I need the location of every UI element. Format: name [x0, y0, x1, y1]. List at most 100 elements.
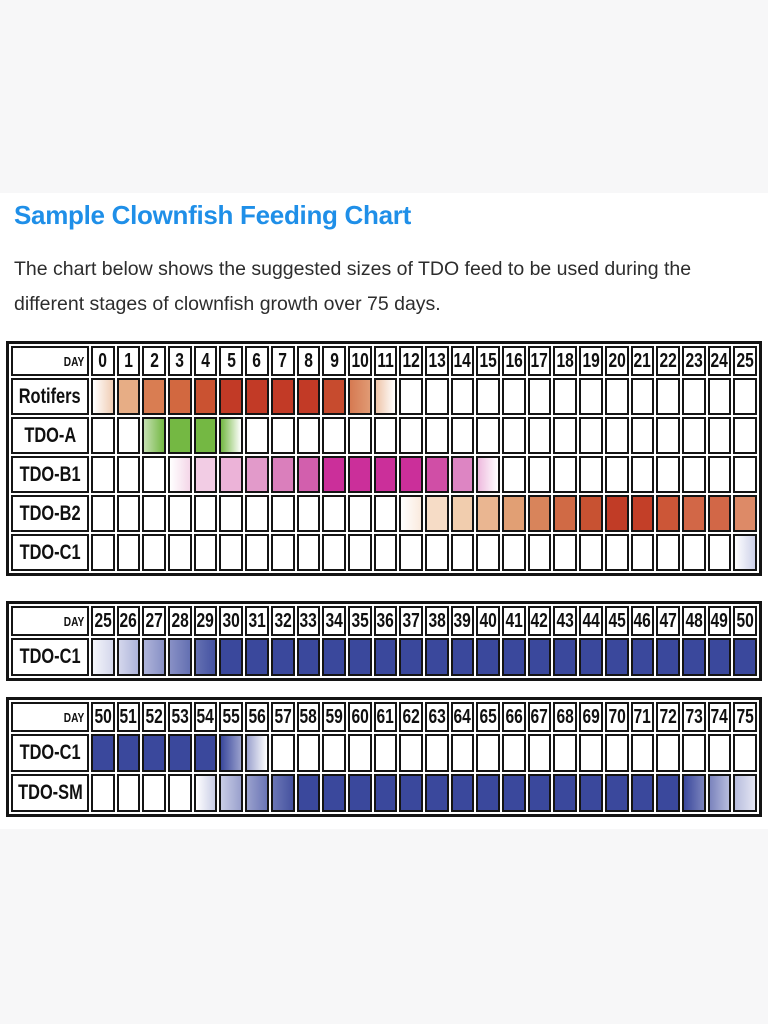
feed-cell: [681, 638, 706, 676]
feed-cell: [142, 378, 167, 415]
feed-cell: [270, 638, 295, 676]
feed-cell: [630, 456, 655, 493]
feed-cell: [681, 734, 706, 772]
day-header-cell: 59: [322, 702, 346, 732]
feed-cell: [733, 417, 757, 454]
feed-cell: [270, 734, 295, 772]
feed-cell: [296, 417, 321, 454]
feed-cell: [142, 456, 167, 493]
feed-cell: [91, 734, 115, 772]
day-header-cell: 50: [91, 702, 115, 732]
feed-cell: [142, 417, 167, 454]
feed-cell: [707, 378, 732, 415]
feed-cell: [91, 378, 115, 415]
feed-cell: [91, 534, 115, 571]
feed-cell: [707, 534, 732, 571]
feed-cell: [425, 417, 449, 454]
feed-cell: [553, 417, 578, 454]
day-header-cell: 15: [476, 346, 501, 376]
feed-cell: [630, 638, 655, 676]
feed-cell: [245, 456, 269, 493]
day-header-cell: 12: [399, 346, 423, 376]
feed-cell: [219, 534, 244, 571]
feed-cell: [142, 638, 167, 676]
feed-cell: [707, 638, 732, 676]
feed-cell: [604, 638, 629, 676]
day-header-cell: 42: [527, 606, 552, 636]
feed-cell: [399, 378, 423, 415]
feed-cell: [219, 417, 244, 454]
day-header-cell: 48: [681, 606, 706, 636]
day-header-cell: 40: [476, 606, 501, 636]
feed-cell: [245, 534, 269, 571]
feed-cell: [193, 638, 218, 676]
feed-cell: [373, 534, 398, 571]
feed-cell: [502, 774, 526, 812]
feed-cell: [579, 734, 603, 772]
feed-cell: [322, 734, 346, 772]
row-label-tdo-c1: TDO-C1: [11, 734, 89, 772]
feed-cell: [733, 456, 757, 493]
feed-cell: [347, 378, 372, 415]
feed-cell: [373, 495, 398, 532]
feed-cell: [270, 534, 295, 571]
day-header-cell: 64: [450, 702, 475, 732]
feed-cell: [681, 456, 706, 493]
feed-cell: [527, 417, 552, 454]
feeding-table-days-50-75: DAY 50 51 52 53 54 55 56 57 58 59 60 61 62 63 64 65 66 67 6…: [6, 697, 762, 817]
feed-cell: [707, 456, 732, 493]
feed-cell: [168, 495, 192, 532]
feed-cell: [399, 534, 423, 571]
day-header-cell: 68: [553, 702, 578, 732]
feed-cell: [656, 456, 680, 493]
day-header-cell: 65: [476, 702, 501, 732]
row-label-tdo-c1: TDO-C1: [11, 638, 89, 676]
feed-cell: [681, 774, 706, 812]
feed-cell: [245, 734, 269, 772]
feed-cell: [219, 734, 244, 772]
day-header-cell: 43: [553, 606, 578, 636]
day-header-cell: 16: [502, 346, 526, 376]
day-header-cell: 47: [656, 606, 680, 636]
feed-cell: [399, 638, 423, 676]
feed-cell: [399, 417, 423, 454]
feed-cell: [707, 734, 732, 772]
feed-cell: [270, 378, 295, 415]
feed-cell: [347, 774, 372, 812]
day-header-cell: 35: [347, 606, 372, 636]
row-label-tdo-c1: TDO-C1: [11, 534, 89, 571]
feed-cell: [399, 734, 423, 772]
feed-cell: [296, 734, 321, 772]
feed-cell: [527, 638, 552, 676]
day-header-label: DAY: [11, 606, 89, 636]
feed-cell: [502, 495, 526, 532]
day-header-cell: 32: [270, 606, 295, 636]
feed-cell: [733, 734, 757, 772]
feed-cell: [168, 638, 192, 676]
day-header-cell: 10: [347, 346, 372, 376]
feed-cell: [630, 495, 655, 532]
feed-cell: [502, 638, 526, 676]
feed-cell: [733, 495, 757, 532]
feed-cell: [322, 378, 346, 415]
day-header-cell: 33: [296, 606, 321, 636]
feeding-table-days-0-25: DAY 0 1 2 3 4 5 6 7 8 9 10 11 12 13 14 15 16 17 18 19 20 21 22 2…: [6, 341, 762, 576]
feed-cell: [245, 774, 269, 812]
feed-cell: [116, 638, 141, 676]
day-header-cell: 38: [425, 606, 449, 636]
feed-cell: [579, 534, 603, 571]
day-header-cell: 74: [707, 702, 732, 732]
feed-cell: [193, 534, 218, 571]
feed-cell: [656, 534, 680, 571]
day-header-cell: 63: [425, 702, 449, 732]
day-header-cell: 0: [91, 346, 115, 376]
feed-cell: [219, 378, 244, 415]
feed-cell: [527, 534, 552, 571]
feed-cell: [168, 534, 192, 571]
feed-cell: [553, 638, 578, 676]
feed-cell: [347, 534, 372, 571]
day-header-cell: 13: [425, 346, 449, 376]
feed-cell: [579, 638, 603, 676]
day-header-cell: 11: [373, 346, 398, 376]
feed-cell: [630, 378, 655, 415]
